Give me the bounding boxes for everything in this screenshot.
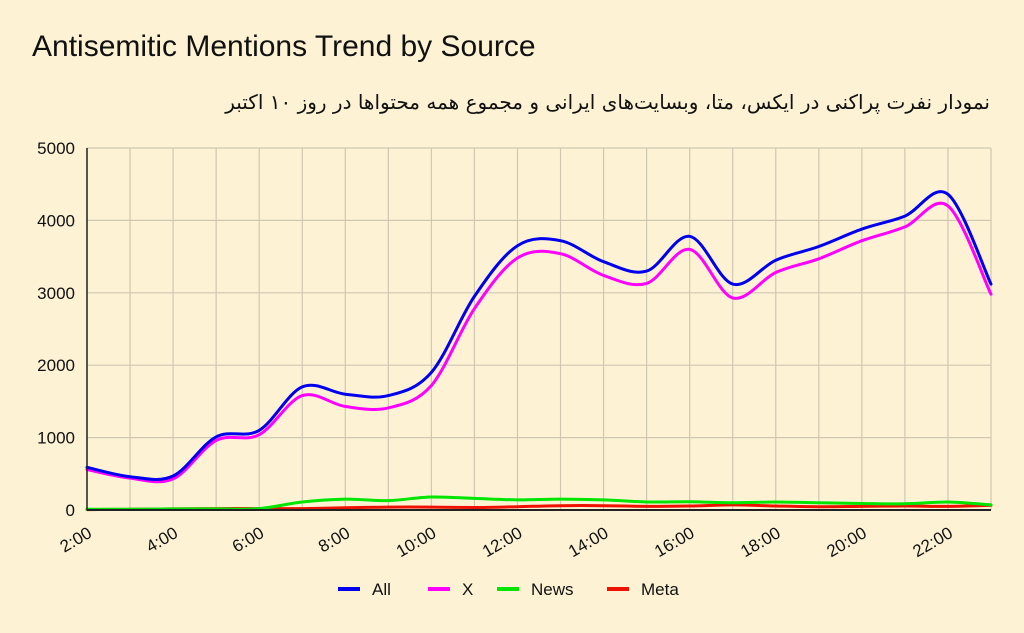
legend-label-meta: Meta: [641, 580, 679, 599]
y-tick-label: 1000: [37, 429, 75, 448]
legend-label-x: X: [462, 580, 473, 599]
y-tick-label: 3000: [37, 284, 75, 303]
y-tick-label: 5000: [37, 139, 75, 158]
y-tick-labels: 0 1000 2000 3000 4000 5000: [37, 139, 75, 520]
x-tick-label: 22:00: [910, 523, 956, 561]
x-tick-label: 14:00: [565, 523, 611, 561]
x-tick-label: 18:00: [737, 523, 783, 561]
x-tick-label: 20:00: [823, 523, 869, 561]
y-tick-label: 0: [66, 501, 75, 520]
chart-title: Antisemitic Mentions Trend by Source: [32, 30, 536, 63]
x-tick-label: 6:00: [229, 523, 267, 556]
series-line-all: [85, 190, 993, 481]
x-tick-label: 4:00: [143, 523, 181, 556]
x-tick-label: 12:00: [479, 523, 525, 561]
x-tick-label: 10:00: [393, 523, 439, 561]
chart-subtitle: نمودار نفرت پراکنی در ایکس، متا، وبسایت‌…: [225, 90, 990, 114]
series-line-x: [85, 201, 993, 484]
legend-label-all: All: [372, 580, 391, 599]
series-lines: [85, 190, 993, 512]
legend: All X News Meta: [338, 580, 679, 599]
axes: [86, 148, 991, 511]
x-tick-label: 8:00: [315, 523, 353, 556]
legend-label-news: News: [531, 580, 574, 599]
x-tick-labels: 2:00 4:00 6:00 8:00 10:00 12:00 14:00 16:00 18:0…: [57, 523, 956, 561]
x-tick-label: 2:00: [57, 523, 95, 556]
x-tick-label: 16:00: [651, 523, 697, 561]
y-tick-label: 2000: [37, 356, 75, 375]
y-tick-label: 4000: [37, 211, 75, 230]
grid-lines: [86, 147, 992, 510]
